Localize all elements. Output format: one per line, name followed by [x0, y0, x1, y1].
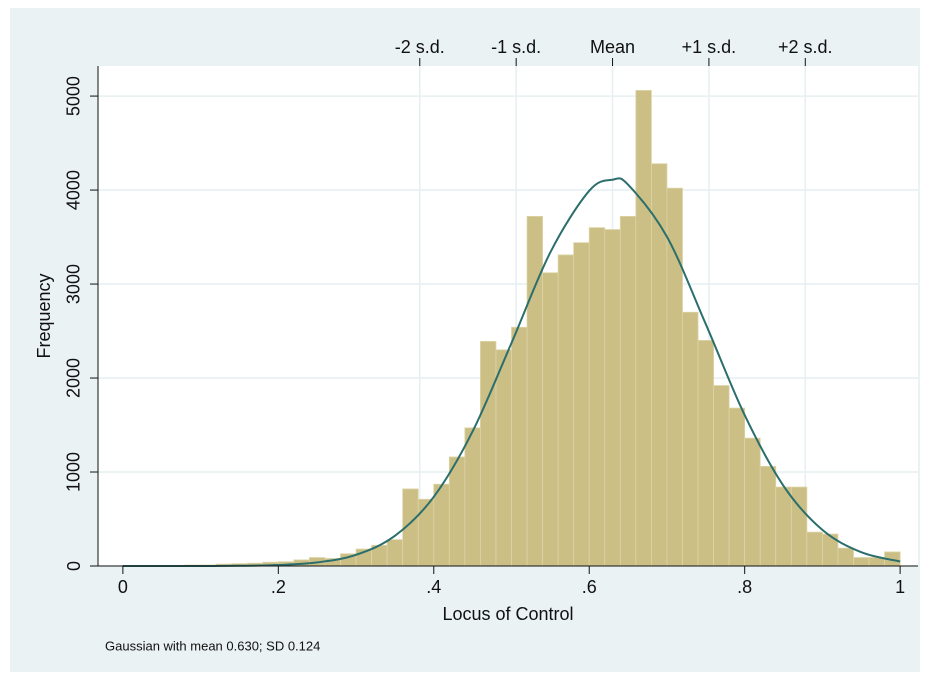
axes: 0 1000 2000 3000 4000 5000 -2 s.d. -1 s.d. Mean +…	[64, 37, 918, 597]
y-tick-label: 1000	[64, 452, 84, 492]
bar	[386, 539, 404, 567]
bar	[837, 547, 854, 567]
x2-tick-label: -1 s.d.	[491, 37, 541, 57]
x-tick-label: .2	[271, 577, 286, 597]
bar	[448, 456, 466, 567]
bar	[713, 385, 730, 567]
bar	[495, 349, 512, 567]
bar	[619, 215, 637, 567]
bar	[480, 340, 497, 567]
bar	[853, 557, 870, 567]
bar	[635, 90, 652, 567]
y-tick-label: 2000	[64, 358, 84, 398]
bar	[557, 254, 575, 567]
bar	[573, 242, 590, 567]
bar	[604, 229, 621, 567]
note: Gaussian with mean 0.630; SD 0.124	[105, 638, 320, 653]
x2-tick-label: +2 s.d.	[778, 37, 833, 57]
bar	[433, 483, 450, 567]
x2-tick-label: -2 s.d.	[395, 37, 445, 57]
y-tick-label: 4000	[64, 170, 84, 210]
bar	[775, 486, 792, 567]
bar	[526, 215, 543, 567]
bar	[666, 187, 683, 567]
x-tick-label: .4	[426, 577, 441, 597]
bar	[511, 326, 528, 567]
bar	[697, 340, 714, 567]
bar	[806, 531, 823, 567]
bar	[417, 498, 435, 567]
bars	[122, 90, 901, 567]
bar	[728, 407, 746, 567]
y-tick-label: 0	[64, 561, 84, 571]
bar	[542, 272, 559, 567]
x2-tick-label: +1 s.d.	[682, 37, 737, 57]
x-tick-label: 1	[895, 577, 905, 597]
x-tick-label: .6	[582, 577, 597, 597]
y-axis-label: Frequency	[34, 273, 54, 358]
y-tick-label: 5000	[64, 76, 84, 116]
bar	[682, 311, 699, 567]
bar	[464, 427, 481, 567]
normal-curve	[122, 177, 901, 567]
x2-tick-label: Mean	[590, 37, 635, 57]
x-tick-label: .8	[737, 577, 752, 597]
bar	[744, 437, 761, 567]
x-axis-label: Locus of Control	[442, 604, 573, 624]
x-tick-label: 0	[118, 577, 128, 597]
bar	[588, 227, 606, 567]
y-tick-label: 3000	[64, 264, 84, 304]
bar	[759, 465, 777, 567]
